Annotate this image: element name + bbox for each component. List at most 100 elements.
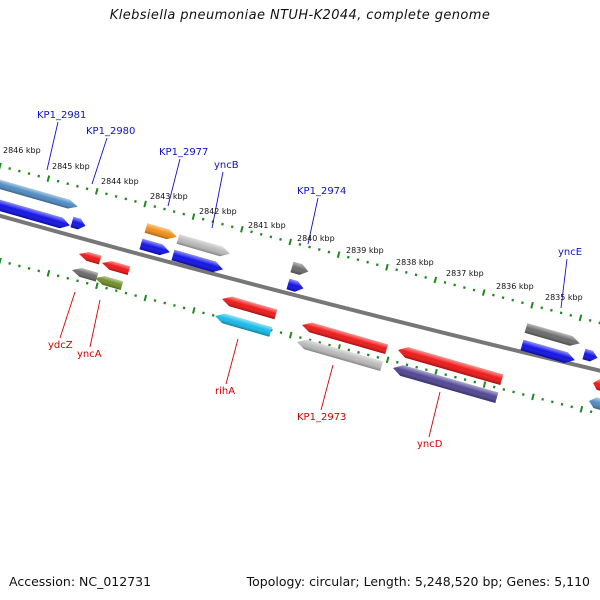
scale-tick (114, 289, 118, 293)
scale-tick (385, 356, 390, 364)
gene-arrow-shade (176, 234, 230, 257)
scale-tick (501, 296, 505, 300)
scale-tick (346, 255, 350, 259)
scale-tick (211, 313, 215, 317)
leader-line-kp1-2981 (46, 121, 59, 171)
scale-label: 2842 kbp (199, 207, 237, 216)
scale-tick (17, 169, 21, 173)
gene-arrow (215, 313, 273, 337)
gene-arrow (139, 238, 170, 256)
scale-tick (588, 318, 592, 322)
gene-arrow-shade (95, 276, 124, 291)
scale-label: 2840 kbp (297, 234, 335, 243)
scale-tick (66, 182, 70, 186)
scale-tick (76, 279, 79, 283)
gene-arrow-shade (70, 216, 86, 230)
scale-tick (357, 350, 360, 354)
scale-tick (153, 205, 157, 208)
genome-backbone (0, 213, 600, 373)
gene-arrow-shade (393, 365, 499, 404)
scale-tick (492, 293, 495, 297)
leader-line-yncd (428, 391, 441, 438)
scale-tick (317, 248, 321, 251)
scale-tick (512, 390, 515, 394)
scale-labels: 2846 kbp 2845 kbp 2844 kbp 2843 kbp 2842 kbp… (3, 146, 583, 302)
scale-tick (578, 314, 583, 322)
gene-label-yncb: yncB (214, 160, 239, 171)
scale-tick (8, 262, 12, 265)
gene-label-yncd: yncD (417, 439, 443, 450)
scale-tick (424, 368, 428, 372)
scale-label: 2846 kbp (3, 146, 41, 155)
gene-label-kp1-2974: KP1_2974 (297, 186, 346, 197)
scale-tick (521, 301, 524, 305)
scale-tick (404, 270, 408, 274)
gene-arrow (286, 278, 304, 292)
scale-tick (173, 304, 176, 307)
scale-tick (462, 286, 466, 289)
leader-line-kp1-2973 (320, 364, 334, 411)
scale-tick (95, 282, 99, 290)
scale-tick (27, 266, 31, 270)
scale-label: 2835 kbp (545, 293, 583, 302)
scale-tick (279, 237, 282, 241)
scale-tick (559, 311, 563, 315)
scale-tick (66, 276, 70, 280)
gene-arrow (0, 198, 70, 229)
gene-label-ynca: yncA (77, 349, 102, 360)
gene-arrow (593, 379, 600, 392)
scale-tick (182, 306, 186, 310)
scale-tick (85, 281, 89, 285)
gene-arrow (70, 216, 86, 230)
scale-tick (56, 274, 60, 278)
scale-tick (443, 281, 447, 284)
scale-label: 2841 kbp (248, 221, 286, 230)
gene-features (0, 178, 600, 411)
gene-arrow-shade (72, 268, 99, 282)
gene-arrow (520, 339, 575, 363)
scale-tick (279, 331, 283, 335)
leader-line-yncb (211, 171, 224, 229)
label-leader-lines (46, 121, 568, 438)
scale-tick (240, 225, 244, 233)
gene-arrow-shade (398, 347, 504, 386)
scale-tick (134, 200, 137, 203)
gene-arrow (0, 178, 78, 209)
scale-tick (269, 235, 273, 239)
scale-label: 2837 kbp (446, 269, 484, 278)
scale-tick (454, 375, 457, 379)
gene-arrow-shade (215, 313, 273, 337)
scale-tick (511, 298, 515, 302)
scale-tick (502, 388, 506, 391)
scale-tick (385, 263, 389, 271)
scale-tick (85, 187, 89, 191)
scale-tick (163, 207, 166, 211)
scale-tick (550, 308, 553, 312)
gene-arrow-shade (0, 178, 78, 209)
scale-tick (472, 288, 476, 292)
scale-tick (191, 213, 196, 220)
gene-arrow-shade (102, 261, 131, 276)
scale-tick (76, 184, 79, 188)
gene-arrow (72, 268, 99, 282)
scale-tick (521, 392, 525, 396)
gene-arrow-shade (79, 252, 102, 265)
gene-arrow-shade (589, 397, 600, 411)
gene-arrow-shade (139, 238, 170, 256)
gene-arrow (290, 261, 309, 275)
scale-tick (27, 172, 31, 176)
gene-label-kp1-2980: KP1_2980 (86, 126, 135, 137)
topology-text: Topology: circular; Length: 5,248,520 bp… (246, 574, 590, 589)
scale-tick (473, 380, 477, 384)
scale-tick (56, 179, 60, 183)
gene-arrow (297, 339, 383, 372)
scale-tick (288, 331, 293, 339)
gene-arrow-shade (593, 379, 600, 392)
reverse-scale-ticks (0, 257, 593, 414)
scale-tick (589, 410, 593, 414)
scale-tick (424, 275, 428, 279)
scale-label: 2845 kbp (52, 162, 90, 171)
gene-arrow-shade (290, 261, 309, 275)
